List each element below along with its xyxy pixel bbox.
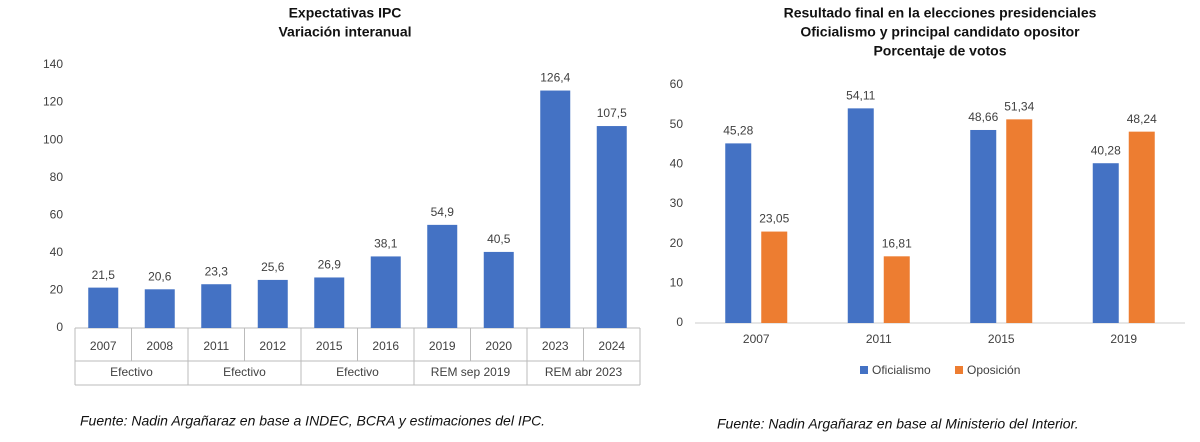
bar [596, 126, 627, 328]
source-note: Fuente: Nadin Argañaraz en base al Minis… [717, 416, 1079, 432]
y-tick-label: 50 [670, 117, 684, 131]
x-tick-label: 2023 [542, 339, 569, 353]
bar [725, 143, 752, 323]
group-label: REM sep 2019 [431, 365, 511, 379]
legend-label: Oposición [967, 363, 1020, 377]
bar [483, 251, 514, 328]
value-label: 16,81 [882, 236, 912, 250]
y-tick-label: 40 [50, 245, 64, 259]
value-label: 107,5 [597, 106, 627, 120]
y-tick-label: 120 [43, 95, 63, 109]
y-tick-label: 140 [43, 57, 63, 71]
y-tick-label: 80 [50, 170, 64, 184]
x-tick-label: 2015 [988, 332, 1015, 346]
value-label: 126,4 [540, 71, 570, 85]
x-tick-label: 2019 [429, 339, 456, 353]
y-tick-label: 60 [670, 77, 684, 91]
bar [370, 256, 401, 328]
chart-title: Variación interanual [278, 24, 411, 40]
y-tick-label: 40 [670, 157, 684, 171]
group-label: REM abr 2023 [545, 365, 623, 379]
source-note: Fuente: Nadin Argañaraz en base a INDEC,… [80, 413, 545, 429]
bar [970, 129, 997, 323]
y-tick-label: 10 [670, 276, 684, 290]
x-tick-label: 2007 [743, 332, 770, 346]
value-label: 23,05 [759, 212, 789, 226]
value-label: 48,24 [1127, 112, 1157, 126]
bar [1006, 119, 1033, 323]
value-label: 21,5 [92, 268, 116, 282]
bar [144, 289, 175, 328]
y-tick-label: 30 [670, 196, 684, 210]
value-label: 25,6 [261, 260, 285, 274]
bar [847, 108, 874, 323]
value-label: 48,66 [968, 110, 998, 124]
bar [1092, 163, 1119, 323]
bar [540, 90, 571, 328]
chart-title: Resultado final en la elecciones preside… [784, 5, 1097, 21]
x-tick-label: 2011 [866, 332, 892, 346]
group-label: Efectivo [223, 365, 266, 379]
group-label: Efectivo [336, 365, 379, 379]
x-tick-label: 2015 [316, 339, 343, 353]
chart-title: Porcentaje de votos [873, 43, 1006, 59]
y-tick-label: 60 [50, 207, 64, 221]
chart-title: Expectativas IPC [289, 5, 402, 21]
y-tick-label: 0 [56, 320, 63, 334]
y-tick-label: 20 [50, 283, 64, 297]
value-label: 45,28 [723, 124, 753, 138]
bar [761, 231, 788, 323]
x-tick-label: 2016 [372, 339, 399, 353]
value-label: 26,9 [318, 258, 342, 272]
legend-swatch [955, 366, 963, 374]
bar [88, 287, 119, 328]
value-label: 38,1 [374, 237, 398, 251]
x-tick-label: 2011 [203, 339, 229, 353]
value-label: 40,5 [487, 232, 511, 246]
value-label: 51,34 [1004, 100, 1034, 114]
y-tick-label: 20 [670, 236, 684, 250]
x-tick-label: 2008 [146, 339, 173, 353]
value-label: 54,9 [431, 205, 455, 219]
x-tick-label: 2024 [598, 339, 625, 353]
value-label: 40,28 [1091, 143, 1121, 157]
x-tick-label: 2020 [485, 339, 512, 353]
chart-title: Oficialismo y principal candidato oposit… [800, 24, 1080, 40]
x-tick-label: 2019 [1110, 332, 1137, 346]
legend-swatch [860, 366, 868, 374]
x-tick-label: 2007 [90, 339, 117, 353]
bar [257, 279, 288, 328]
value-label: 54,11 [846, 89, 875, 103]
y-tick-label: 0 [676, 315, 683, 329]
value-label: 23,3 [205, 264, 229, 278]
bar [314, 277, 345, 328]
bar [1128, 131, 1155, 323]
legend-label: Oficialismo [872, 363, 931, 377]
x-tick-label: 2012 [259, 339, 286, 353]
value-label: 20,6 [148, 269, 172, 283]
y-tick-label: 100 [43, 132, 63, 146]
bar [427, 224, 458, 328]
bar [201, 284, 232, 328]
bar [883, 256, 910, 323]
group-label: Efectivo [110, 365, 153, 379]
